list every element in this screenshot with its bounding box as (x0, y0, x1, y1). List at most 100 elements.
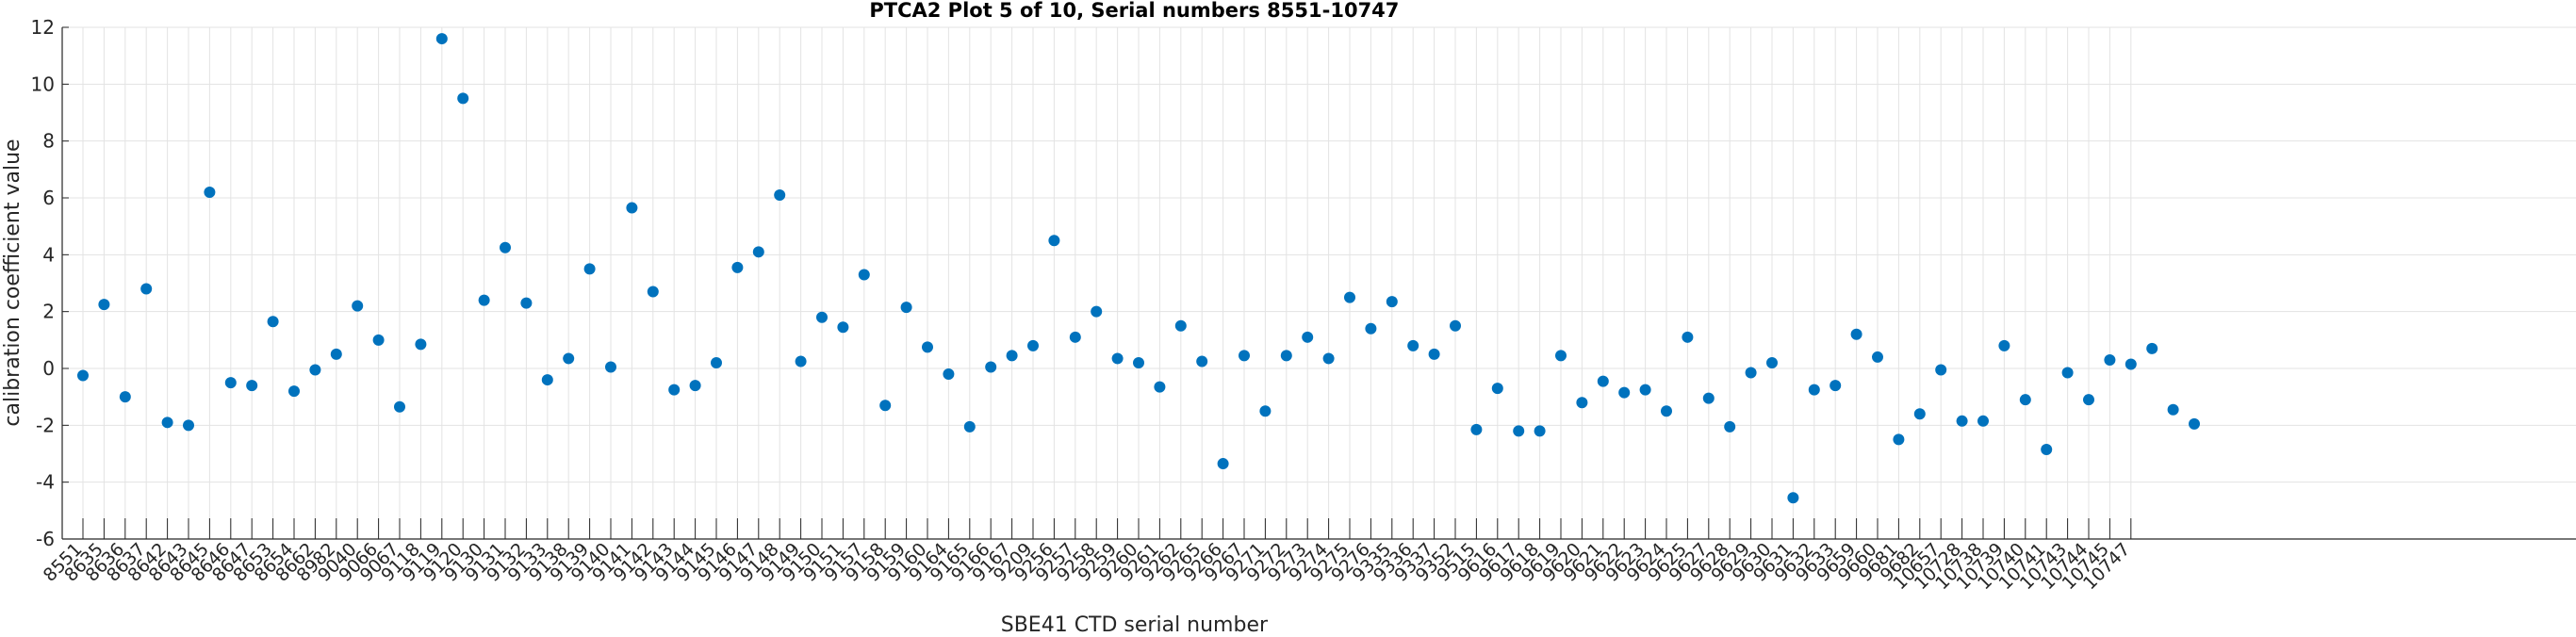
data-point (98, 299, 110, 311)
data-point (1998, 339, 2010, 351)
data-point (2041, 443, 2053, 455)
data-point (1829, 380, 1842, 392)
data-point (2104, 353, 2116, 366)
data-point (1555, 350, 1567, 362)
data-point (1407, 339, 1419, 351)
data-point (1597, 375, 1609, 387)
data-point (626, 202, 638, 214)
data-point (1365, 322, 1377, 335)
data-point (1682, 331, 1694, 343)
data-point (309, 364, 321, 376)
data-point (2167, 403, 2179, 416)
data-point (1450, 319, 1461, 332)
y-tick-label: 0 (42, 357, 55, 380)
data-point (267, 316, 279, 328)
y-axis-label: calibration coefficient value (1, 139, 25, 426)
grid-lines (62, 26, 2576, 540)
data-point (1006, 350, 1018, 362)
data-point (1618, 386, 1631, 399)
data-point (731, 261, 744, 273)
data-point (352, 300, 364, 312)
data-point (415, 338, 427, 351)
data-point (1386, 296, 1398, 308)
data-point (1850, 328, 1862, 340)
y-tick-label: 12 (31, 16, 55, 39)
data-point (2019, 394, 2031, 406)
data-point (1344, 291, 1355, 303)
data-point (1091, 305, 1103, 318)
data-point (1133, 356, 1144, 368)
data-point (922, 341, 933, 353)
y-tick-label: 2 (42, 301, 55, 323)
data-point (1280, 350, 1292, 362)
data-point (900, 302, 912, 314)
data-point (1428, 348, 1440, 360)
y-tick-label: 8 (42, 130, 55, 153)
y-tick-label: 10 (31, 73, 55, 95)
data-point (1576, 397, 1588, 409)
data-point (1259, 405, 1272, 417)
y-tick-label: -4 (36, 471, 55, 494)
data-point (140, 283, 153, 295)
data-point (2061, 367, 2074, 379)
data-point (1491, 383, 1503, 395)
data-point (1872, 351, 1883, 363)
data-point (1808, 384, 1820, 396)
data-point (1239, 350, 1250, 362)
data-point (478, 294, 490, 306)
data-point (943, 368, 955, 381)
data-point (183, 419, 194, 432)
data-point (1766, 356, 1778, 368)
data-point (2146, 342, 2158, 354)
data-point (858, 269, 870, 281)
data-point (1069, 331, 1081, 343)
data-point (668, 384, 681, 396)
data-point (879, 400, 892, 412)
data-point (774, 188, 786, 201)
y-tick-label: 6 (42, 187, 55, 209)
data-point (204, 186, 216, 198)
data-point (1724, 420, 1736, 433)
data-point (161, 416, 173, 429)
data-point (1217, 458, 1229, 470)
data-point (1702, 392, 1715, 404)
data-point (689, 380, 701, 392)
data-point (541, 374, 553, 386)
data-point (288, 385, 300, 398)
data-point (1513, 425, 1525, 437)
data-point (711, 356, 722, 368)
data-point (246, 380, 258, 392)
data-point (372, 334, 385, 346)
data-point (752, 246, 764, 258)
data-point (1111, 352, 1124, 365)
data-point (1534, 425, 1546, 437)
data-point (224, 377, 237, 389)
data-point (1977, 415, 1989, 427)
data-point (1154, 381, 1166, 393)
data-point (520, 297, 533, 309)
y-tick-label: 4 (42, 243, 55, 266)
data-point (1956, 415, 1968, 427)
data-points (77, 33, 2200, 504)
data-point (985, 361, 997, 373)
y-tick-label: -2 (36, 414, 55, 436)
data-point (1027, 339, 1039, 351)
data-point (119, 391, 131, 403)
data-point (795, 355, 807, 368)
data-point (500, 241, 511, 253)
data-point (435, 33, 448, 45)
y-tick-label: -6 (36, 528, 55, 550)
data-point (2125, 358, 2137, 370)
data-point (963, 420, 976, 433)
data-point (647, 286, 659, 298)
data-point (1302, 331, 1314, 343)
data-point (1174, 319, 1187, 332)
chart-title: PTCA2 Plot 5 of 10, Serial numbers 8551-… (869, 0, 1399, 22)
data-point (2083, 394, 2094, 406)
data-point (1661, 405, 1672, 417)
data-point (457, 92, 469, 105)
data-point (394, 400, 405, 413)
data-point (1322, 352, 1335, 365)
